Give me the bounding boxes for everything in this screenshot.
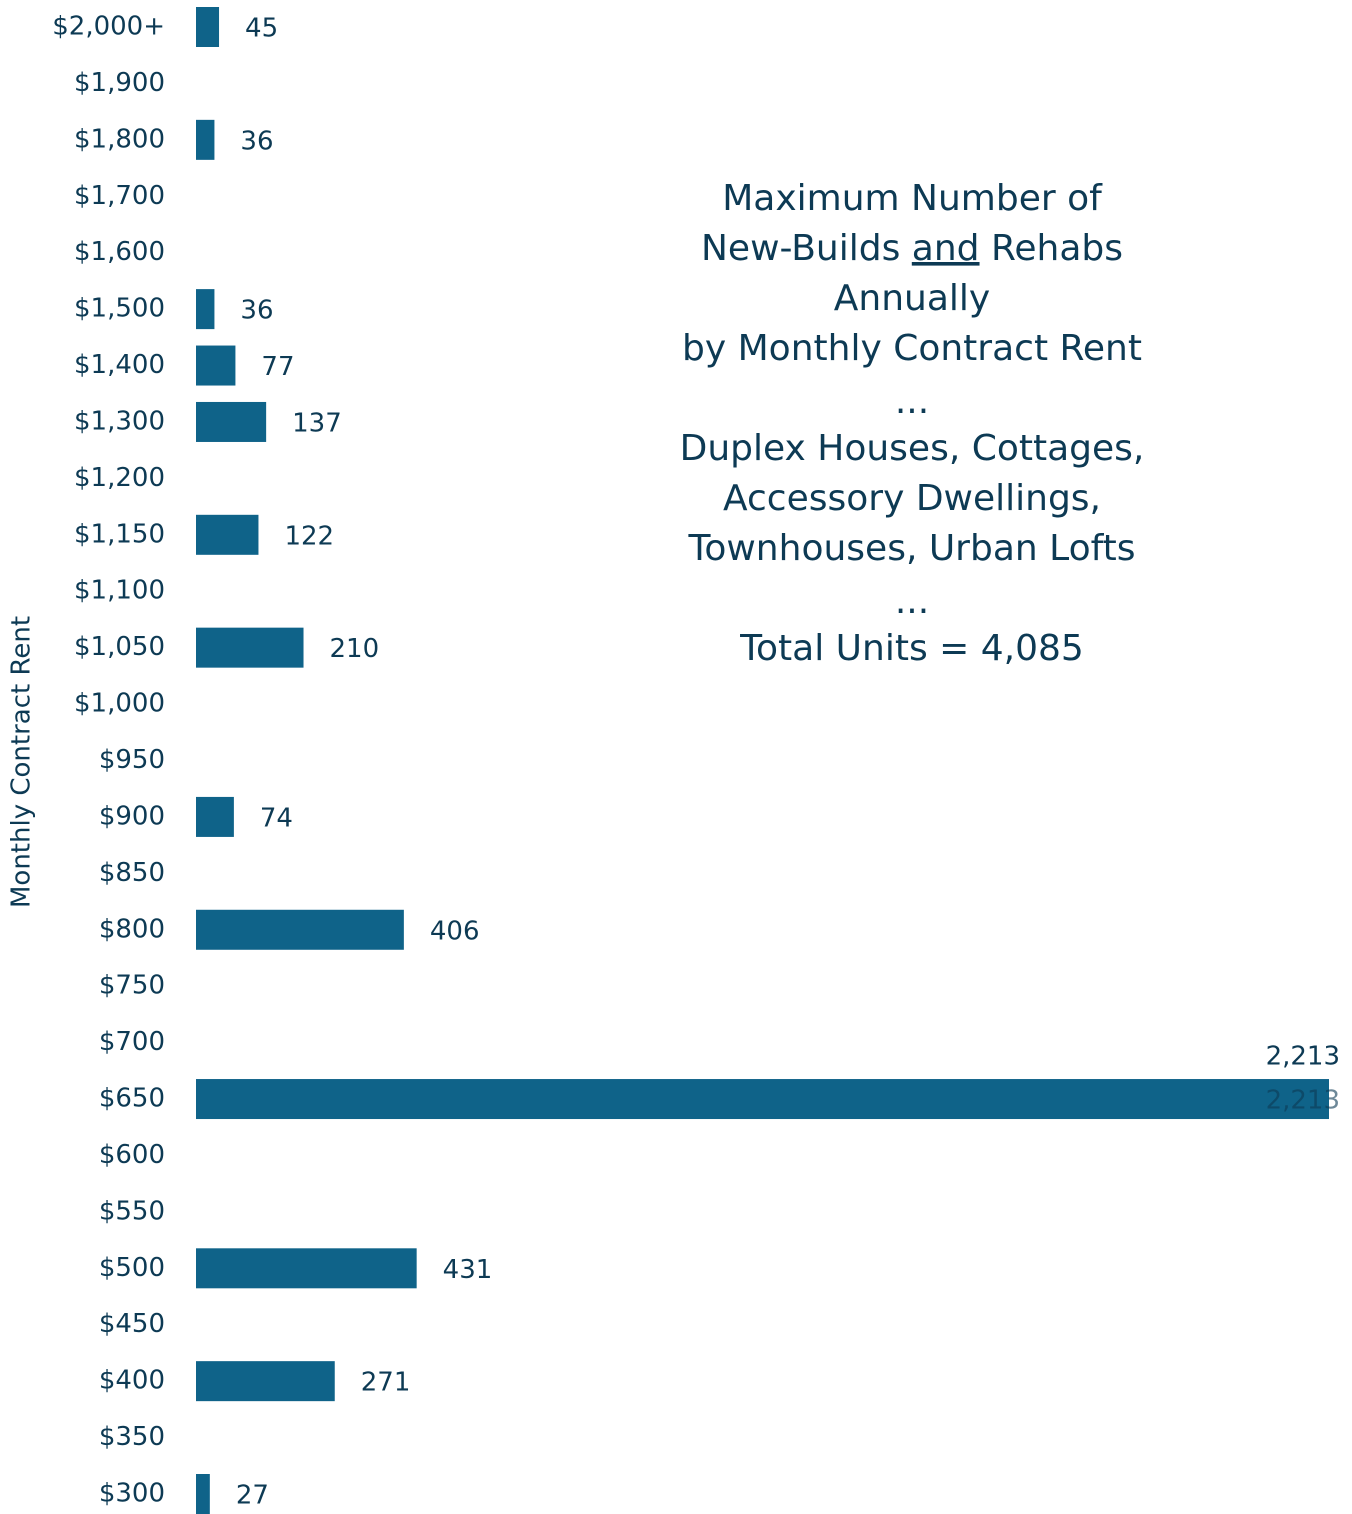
bar (196, 1248, 417, 1289)
value-label: 406 (430, 916, 480, 946)
y-tick-label: $1,400 (74, 350, 165, 380)
title-part: ... (895, 381, 929, 422)
bar (196, 514, 259, 555)
y-tick-label: $1,900 (74, 68, 165, 98)
y-tick-label: $1,000 (74, 689, 165, 719)
title-part: ... (895, 581, 929, 622)
title-part: by Monthly Contract Rent (682, 328, 1142, 369)
y-tick-label: $2,000+ (52, 12, 165, 42)
title-line: by Monthly Contract Rent (682, 328, 1142, 369)
y-tick-label: $1,700 (74, 181, 165, 211)
y-axis-title: Monthly Contract Rent (7, 616, 37, 908)
value-label: 45 (245, 14, 278, 44)
title-part: New-Builds (701, 228, 900, 269)
y-tick-label: $300 (99, 1479, 165, 1509)
y-tick-label: $900 (99, 801, 165, 831)
bar (196, 1079, 1329, 1120)
title-line: Townhouses, Urban Lofts (687, 528, 1135, 569)
value-label: 2,213 (1266, 1042, 1340, 1072)
bar (196, 1474, 210, 1514)
title-line: Duplex Houses, Cottages, (680, 428, 1145, 469)
bar (196, 289, 215, 330)
y-tick-label: $1,300 (74, 406, 165, 436)
value-label: 2,213 (1266, 1086, 1340, 1116)
value-label: 77 (261, 352, 294, 382)
title-part: Rehabs (991, 228, 1123, 269)
title-part: Accessory Dwellings, (723, 478, 1101, 519)
bar (196, 401, 267, 442)
title-line: ... (895, 381, 929, 422)
value-label: 137 (292, 408, 342, 438)
y-tick-label: $1,050 (74, 632, 165, 662)
title-part: Maximum Number of (722, 178, 1103, 219)
y-tick-label: $1,200 (74, 463, 165, 493)
y-tick-label: $1,100 (74, 576, 165, 606)
title-part: Total Units = 4,085 (739, 628, 1084, 669)
y-tick-label: $800 (99, 914, 165, 944)
y-tick-label: $650 (99, 1084, 165, 1114)
y-tick-label: $950 (99, 745, 165, 775)
value-label: 210 (330, 634, 380, 664)
y-tick-label: $700 (99, 1027, 165, 1057)
y-tick-label: $400 (99, 1366, 165, 1396)
y-tick-label: $1,800 (74, 124, 165, 154)
bar (196, 345, 236, 386)
value-label: 74 (260, 803, 293, 833)
bar (196, 119, 215, 160)
title-part: and (912, 228, 980, 269)
y-tick-label: $500 (99, 1253, 165, 1283)
bar (196, 627, 304, 668)
title-part: Duplex Houses, Cottages, (680, 428, 1145, 469)
y-tick-label: $350 (99, 1422, 165, 1452)
title-part: Annually (834, 278, 990, 319)
value-label: 122 (284, 521, 334, 551)
bar (196, 909, 404, 950)
title-line: ... (895, 581, 929, 622)
y-tick-label: $750 (99, 971, 165, 1001)
title-line: Total Units = 4,085 (739, 628, 1084, 669)
y-tick-label: $450 (99, 1309, 165, 1339)
value-label: 271 (361, 1368, 411, 1398)
title-line: Annually (834, 278, 990, 319)
title-part: Townhouses, Urban Lofts (687, 528, 1135, 569)
y-tick-label: $1,600 (74, 237, 165, 267)
value-label: 431 (443, 1255, 493, 1285)
title-line: New-Builds and Rehabs (701, 228, 1123, 269)
value-label: 36 (240, 126, 273, 156)
y-tick-label: $550 (99, 1196, 165, 1226)
bar (196, 1361, 335, 1402)
value-label: 27 (236, 1481, 269, 1511)
bar (196, 796, 234, 837)
y-tick-label: $1,150 (74, 519, 165, 549)
y-tick-label: $600 (99, 1140, 165, 1170)
value-label: 36 (240, 296, 273, 326)
y-tick-label: $850 (99, 858, 165, 888)
y-tick-label: $1,500 (74, 294, 165, 324)
bar (196, 7, 220, 47)
title-line: Maximum Number of (722, 178, 1103, 219)
title-line: Accessory Dwellings, (723, 478, 1101, 519)
